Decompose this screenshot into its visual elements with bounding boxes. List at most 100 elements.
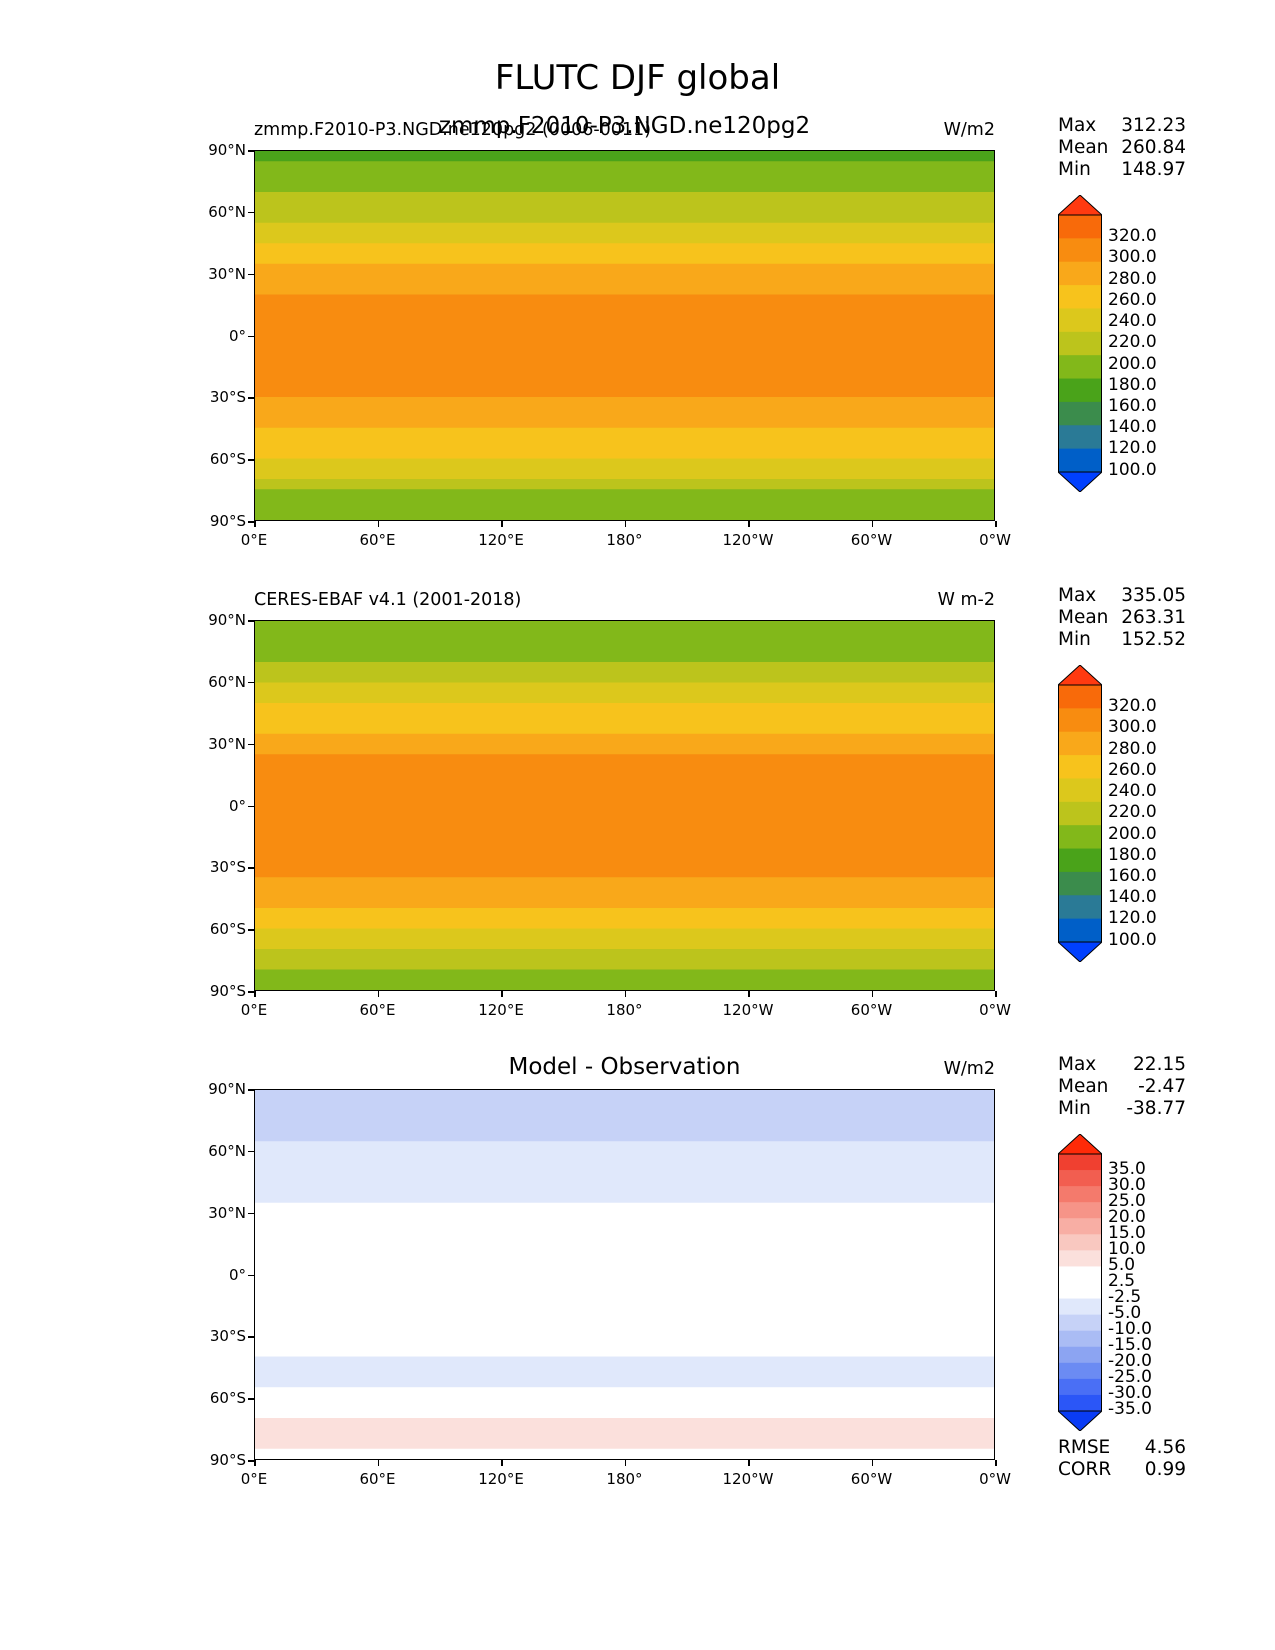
colorbar-segment: [1058, 755, 1102, 779]
latitude-band: [255, 335, 994, 347]
latitude-band: [255, 191, 994, 203]
latitude-band: [255, 304, 994, 316]
colorbar: [1056, 1133, 1104, 1432]
x-tick-label: 0°W: [979, 531, 1011, 549]
latitude-band: [255, 181, 994, 193]
x-tick-label: 180°: [606, 1001, 643, 1019]
latitude-band: [255, 171, 994, 183]
latitude-band: [255, 908, 994, 919]
heatmap-model: [255, 151, 994, 520]
colorbar-segment: [1058, 778, 1102, 803]
colorbar-tick-label: -20.0: [1108, 1351, 1152, 1372]
latitude-band: [255, 448, 994, 460]
latitude-band: [255, 764, 994, 776]
y-tick-mark: [248, 459, 254, 461]
colorbar-tick-label: 10.0: [1108, 1238, 1146, 1259]
latitude-band: [255, 1274, 994, 1286]
map-difference: [254, 1089, 995, 1460]
latitude-band: [255, 427, 994, 439]
x-tick-label: 120°E: [478, 1470, 524, 1488]
colorbar-segment: [1058, 1202, 1102, 1219]
x-tick-mark: [995, 521, 997, 527]
colorbar-segment: [1058, 261, 1102, 286]
latitude-band: [255, 274, 994, 285]
x-tick-label: 0°E: [240, 1470, 268, 1488]
colorbar-segment: [1058, 1234, 1102, 1251]
x-tick-label: 60°E: [359, 1001, 396, 1019]
x-tick-mark: [377, 1460, 379, 1466]
y-tick-mark: [248, 273, 254, 276]
x-tick-label: 0°E: [240, 531, 268, 549]
colorbar-segment: [1058, 708, 1102, 733]
stat-mean-value: 260.84: [1121, 137, 1186, 158]
latitude-band: [255, 1325, 994, 1337]
colorbar-segment: [1058, 1218, 1102, 1235]
colorbar-tick-label: 320.0: [1108, 696, 1157, 716]
colorbar-tick-label: 120.0: [1108, 438, 1157, 459]
x-tick-label: 180°: [606, 531, 643, 549]
colorbar-outline: [1058, 1153, 1102, 1412]
colorbar-segment: [1058, 1282, 1102, 1300]
latitude-band: [255, 355, 994, 367]
y-tick-label: 30°S: [209, 1327, 246, 1346]
latitude-band: [255, 661, 994, 673]
latitude-band: [255, 918, 994, 930]
stat-mean-label: Mean: [1058, 1076, 1109, 1097]
stat-min-label: Min: [1058, 629, 1091, 650]
colorbar-tick-label: 100.0: [1108, 459, 1157, 480]
x-tick-label: 60°W: [850, 1470, 893, 1488]
latitude-band: [255, 1407, 994, 1419]
x-tick-label: 180°: [606, 1470, 643, 1488]
colorbar: [1056, 194, 1104, 493]
latitude-band: [255, 212, 994, 224]
latitude-band: [255, 417, 994, 429]
colorbar-tick-label: -2.5: [1108, 1287, 1142, 1307]
y-tick-mark: [248, 743, 254, 746]
colorbar-tick-label: 30.0: [1108, 1174, 1146, 1195]
map-observation: [254, 620, 995, 991]
colorbar-tick-label: -30.0: [1108, 1383, 1152, 1404]
x-tick-mark: [624, 1460, 626, 1466]
colorbar-segment: [1058, 425, 1102, 450]
stat-mean-value: 263.31: [1121, 607, 1186, 628]
x-tick-mark: [377, 991, 379, 997]
panel-title-center: Model - Observation: [508, 1054, 741, 1080]
latitude-band: [255, 1100, 994, 1112]
latitude-band: [255, 1448, 994, 1459]
y-tick-label: 30°N: [208, 264, 246, 283]
y-tick-mark: [248, 1336, 254, 1338]
colorbar-segment: [1058, 731, 1102, 756]
units-label: W/m2: [943, 1059, 995, 1079]
y-tick-mark: [248, 867, 254, 869]
x-tick-mark: [871, 991, 873, 997]
colorbar-segment: [1058, 1346, 1102, 1364]
colorbar-extend-max: [1056, 194, 1104, 216]
heatmap-observation: [255, 621, 994, 990]
colorbar-extend-min: [1056, 1410, 1104, 1432]
y-tick-label: 30°N: [208, 734, 246, 753]
colorbar-segment: [1058, 1266, 1102, 1283]
colorbar-segment: [1058, 355, 1102, 380]
latitude-band: [255, 702, 994, 714]
latitude-band: [255, 856, 994, 868]
latitude-band: [255, 1315, 994, 1327]
colorbar-tick-label: 220.0: [1108, 802, 1157, 823]
y-tick-label: 60°N: [208, 1141, 246, 1160]
y-tick-mark: [248, 521, 254, 523]
latitude-band: [255, 733, 994, 745]
colorbar-tick-label: 200.0: [1108, 823, 1157, 844]
y-tick-label: 90°S: [209, 982, 246, 1000]
latitude-band: [255, 294, 994, 306]
latitude-band: [255, 161, 994, 173]
latitude-band: [255, 243, 994, 255]
colorbar-tick-label: -10.0: [1108, 1319, 1152, 1340]
latitude-band: [255, 1120, 994, 1132]
y-tick-label: 30°N: [208, 1203, 246, 1222]
y-tick-label: 60°N: [208, 202, 246, 221]
heatmap-difference: [255, 1090, 994, 1459]
colorbar-tick-label: 100.0: [1108, 929, 1157, 950]
latitude-band: [255, 723, 994, 735]
latitude-band: [255, 1397, 994, 1409]
latitude-band: [255, 1294, 994, 1306]
latitude-band: [255, 325, 994, 337]
